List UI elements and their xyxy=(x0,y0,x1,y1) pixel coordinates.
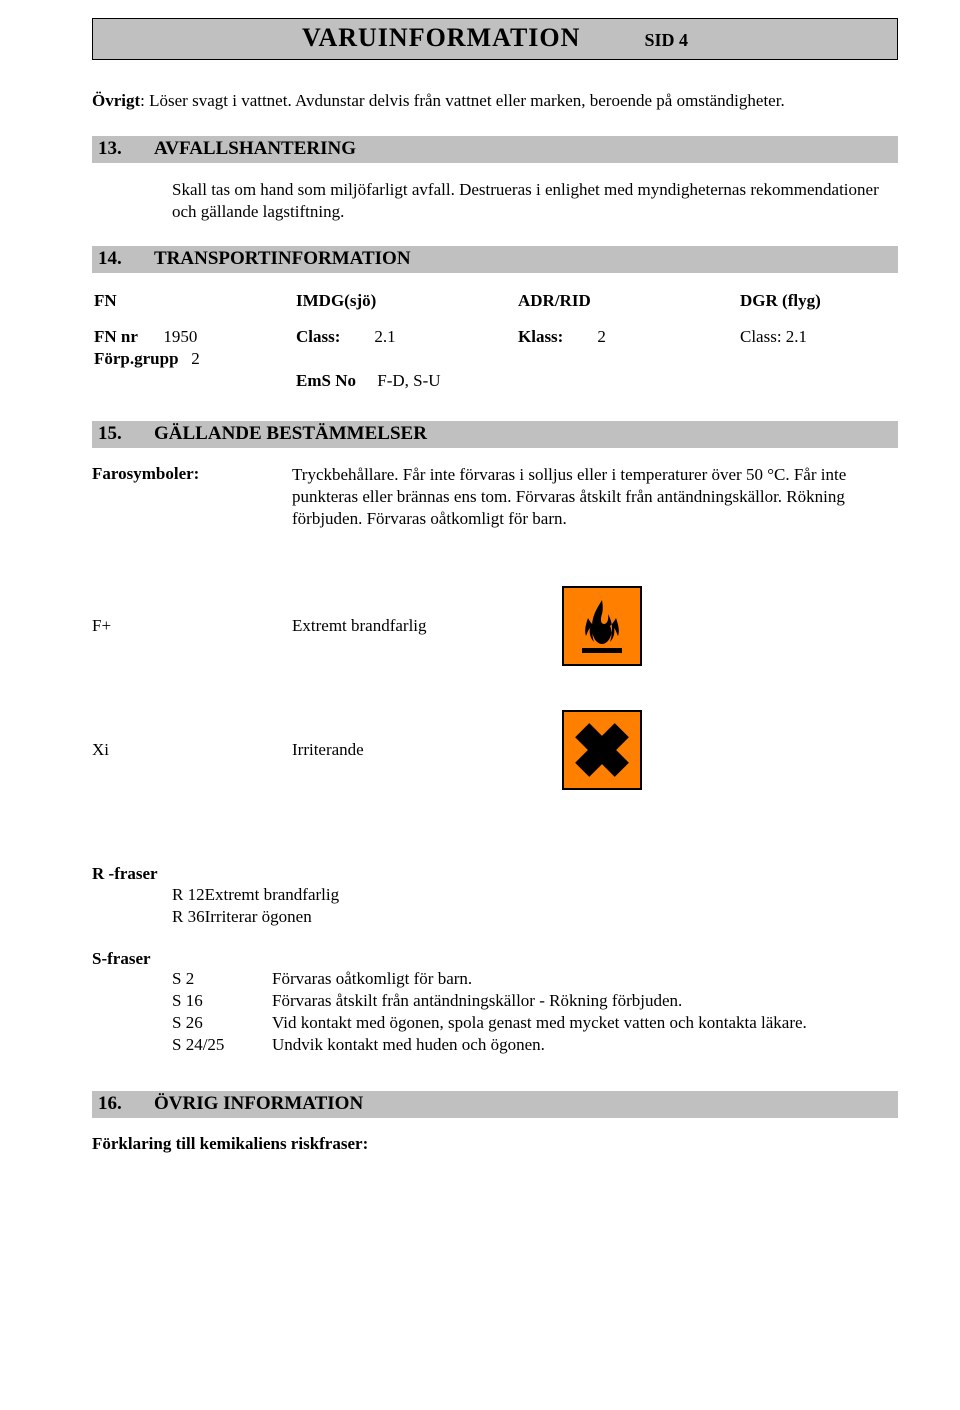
s-text-0: Förvaras oåtkomligt för barn. xyxy=(272,969,807,991)
s-code-0: S 2 xyxy=(172,969,272,991)
section-13-num: 13. xyxy=(98,138,132,160)
transport-row-1: FN nr 1950 Class: 2.1 Klass: 2 Class: 2.… xyxy=(94,327,896,347)
imdg-class-value: 2.1 xyxy=(374,327,395,346)
hazard-fplus-row: F+ Extremt brandfarlig xyxy=(92,586,898,666)
section-15-header: 15. GÄLLANDE BESTÄMMELSER xyxy=(92,421,898,448)
adr-class-value: 2 xyxy=(597,327,606,346)
s-text-2: Vid kontakt med ögonen, spola genast med… xyxy=(272,1013,807,1035)
section-14-num: 14. xyxy=(98,248,132,270)
fn-nr-label: FN nr xyxy=(94,327,138,346)
th-imdg: IMDG(sjö) xyxy=(296,291,516,325)
farosymboler-row: Farosymboler: Tryckbehållare. Får inte f… xyxy=(92,464,898,529)
hazard-xi-label: Irriterande xyxy=(292,739,562,761)
transport-header-row: FN IMDG(sjö) ADR/RID DGR (flyg) xyxy=(94,291,896,325)
s-fraser-row-3: S 24/25 Undvik kontakt med huden och ögo… xyxy=(172,1035,807,1057)
r-fraser-line-1: R 36Irriterar ögonen xyxy=(172,906,898,929)
hazard-xi-code: Xi xyxy=(92,740,292,760)
section-14-title: TRANSPORTINFORMATION xyxy=(154,248,411,270)
section-15-num: 15. xyxy=(98,423,132,445)
page-indicator: SID 4 xyxy=(644,30,688,51)
transport-row-2: Förp.grupp 2 xyxy=(94,349,896,369)
r-fraser-head: R -fraser xyxy=(92,864,898,884)
s-code-2: S 26 xyxy=(172,1013,272,1035)
forp-grupp-cell: Förp.grupp 2 xyxy=(94,349,294,369)
page: VARUINFORMATION SID 4 Övrigt: Löser svag… xyxy=(0,0,960,1184)
adr-class-label: Klass: xyxy=(518,327,563,346)
s-code-3: S 24/25 xyxy=(172,1035,272,1057)
s-fraser-block: S-fraser S 2 Förvaras oåtkomligt för bar… xyxy=(92,949,898,1057)
ems-label: EmS No xyxy=(296,371,356,390)
footer-explanation: Förklaring till kemikaliens riskfraser: xyxy=(92,1134,898,1154)
forp-grupp-value: 2 xyxy=(191,349,200,368)
forp-grupp-label: Förp.grupp xyxy=(94,349,179,368)
th-fn: FN xyxy=(94,291,294,325)
section-16-title: ÖVRIG INFORMATION xyxy=(154,1093,363,1115)
dgr-class-cell: Class: 2.1 xyxy=(740,327,896,347)
imdg-class-label: Class: xyxy=(296,327,340,346)
imdg-class-cell: Class: 2.1 xyxy=(296,327,516,347)
s-fraser-row-1: S 16 Förvaras åtskilt från antändningskä… xyxy=(172,991,807,1013)
section-16-num: 16. xyxy=(98,1093,132,1115)
s-code-1: S 16 xyxy=(172,991,272,1013)
farosymboler-label: Farosymboler: xyxy=(92,464,292,484)
s-fraser-row-2: S 26 Vid kontakt med ögonen, spola genas… xyxy=(172,1013,807,1035)
s-fraser-row-0: S 2 Förvaras oåtkomligt för barn. xyxy=(172,969,807,991)
s-text-1: Förvaras åtskilt från antändningskällor … xyxy=(272,991,807,1013)
section-15-title: GÄLLANDE BESTÄMMELSER xyxy=(154,423,427,445)
transport-row-3: EmS No F-D, S-U xyxy=(94,371,896,391)
section-13-header: 13. AVFALLSHANTERING xyxy=(92,136,898,163)
r-fraser-block: R -fraser R 12Extremt brandfarlig R 36Ir… xyxy=(92,864,898,930)
cross-icon xyxy=(562,710,642,790)
farosymboler-text: Tryckbehållare. Får inte förvaras i soll… xyxy=(292,464,898,529)
transport-table: FN IMDG(sjö) ADR/RID DGR (flyg) FN nr 19… xyxy=(92,289,898,393)
document-title: VARUINFORMATION xyxy=(302,23,580,53)
adr-class-cell: Klass: 2 xyxy=(518,327,738,347)
th-dgr: DGR (flyg) xyxy=(740,291,896,325)
section-16-header: 16. ÖVRIG INFORMATION xyxy=(92,1091,898,1118)
s-text-3: Undvik kontakt med huden och ögonen. xyxy=(272,1035,807,1057)
hazard-xi-row: Xi Irriterande xyxy=(92,710,898,790)
flame-icon xyxy=(562,586,642,666)
r-fraser-line-0: R 12Extremt brandfarlig xyxy=(172,884,898,907)
section-14-header: 14. TRANSPORTINFORMATION xyxy=(92,246,898,273)
fn-nr-value: 1950 xyxy=(163,327,197,346)
th-adr: ADR/RID xyxy=(518,291,738,325)
ovrigt-paragraph: Övrigt: Löser svagt i vattnet. Avdunstar… xyxy=(92,90,898,112)
s-fraser-head: S-fraser xyxy=(92,949,898,969)
section-13-title: AVFALLSHANTERING xyxy=(154,138,356,160)
section-13-body: Skall tas om hand som miljöfarligt avfal… xyxy=(172,179,898,223)
hazard-fplus-code: F+ xyxy=(92,616,292,636)
fn-nr-cell: FN nr 1950 xyxy=(94,327,294,347)
ems-cell: EmS No F-D, S-U xyxy=(296,371,516,391)
ovrigt-text: : Löser svagt i vattnet. Avdunstar delvi… xyxy=(140,91,785,110)
s-fraser-table: S 2 Förvaras oåtkomligt för barn. S 16 F… xyxy=(172,969,807,1057)
ovrigt-label: Övrigt xyxy=(92,91,140,110)
hazard-fplus-label: Extremt brandfarlig xyxy=(292,615,562,637)
document-title-bar: VARUINFORMATION SID 4 xyxy=(92,18,898,60)
ems-value: F-D, S-U xyxy=(377,371,440,390)
